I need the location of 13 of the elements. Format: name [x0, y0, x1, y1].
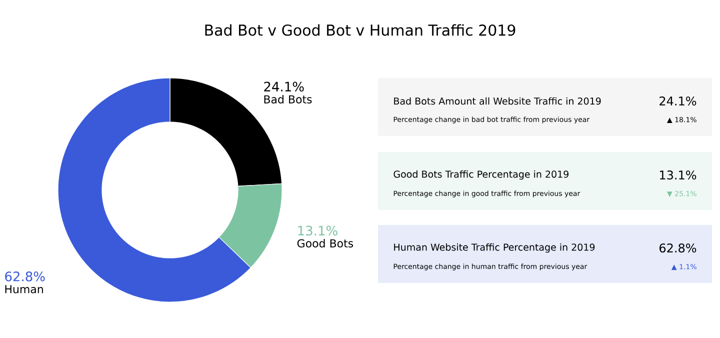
text: 24.1% [660, 96, 696, 106]
data-label: 24.1% [264, 82, 304, 92]
slice-label: Human [5, 285, 43, 294]
text: 62.8% [660, 243, 696, 253]
chart-title: Bad Bot v Good Bot v Human Traffic 2019 [205, 24, 516, 36]
text: Human Website Traffic Percentage in 2019 [394, 243, 595, 253]
data-label: 13.1% [298, 226, 338, 236]
slice-label: Good Bots [297, 238, 354, 248]
slice-label: Bad Bots [264, 94, 312, 104]
text: Good Bots Traffic Percentage in 2019 [394, 170, 568, 180]
data-label: 62.8% [5, 272, 45, 282]
text: 13.1% [660, 170, 696, 180]
text: Bad Bots Amount all Website Traffic in 2019 [394, 97, 601, 105]
